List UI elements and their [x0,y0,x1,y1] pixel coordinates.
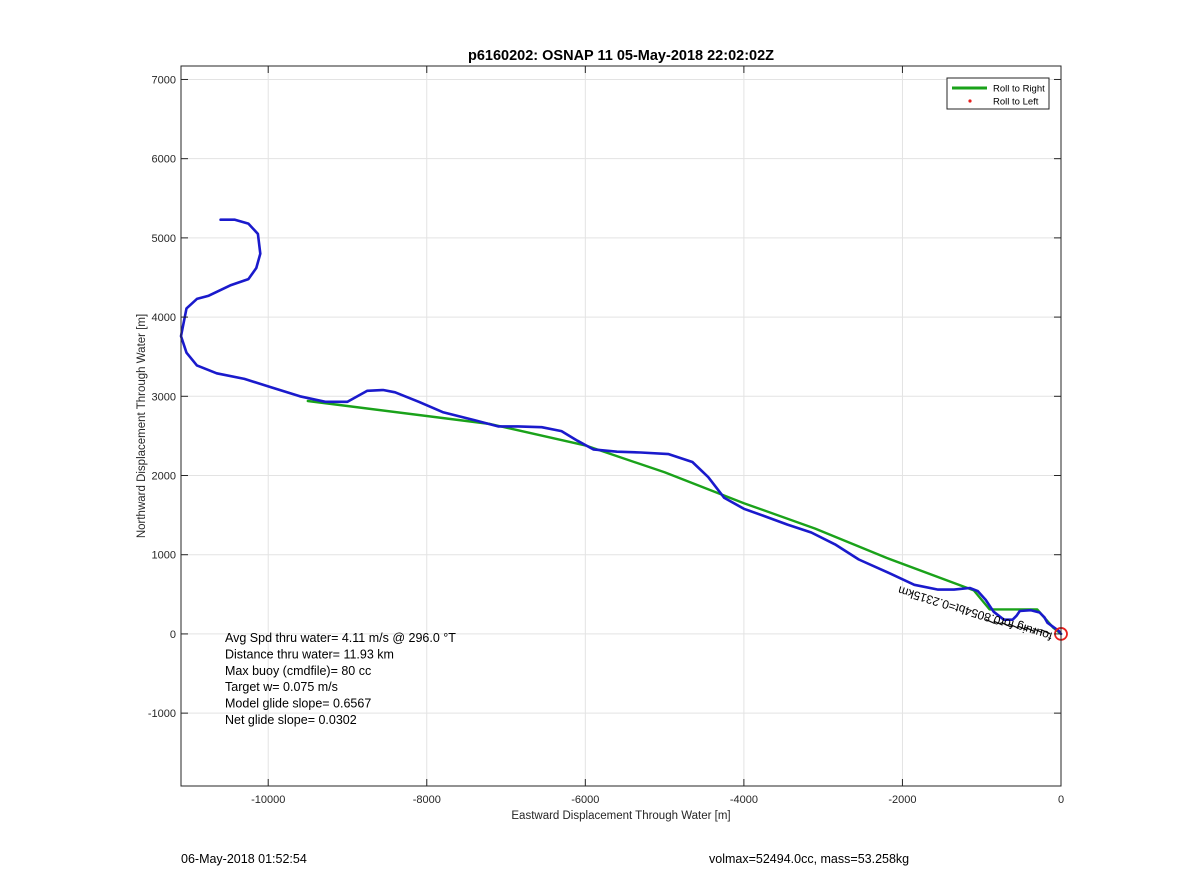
x-axis-label: Eastward Displacement Through Water [m] [511,810,730,822]
y-tick-label: 6000 [152,154,176,166]
legend-dot-icon [968,99,972,103]
legend-label: Roll to Right [993,84,1045,95]
x-tick-label: -10000 [251,794,285,806]
stats-label: Target w= 0.075 m/s [225,680,338,694]
y-tick-label: 2000 [152,471,176,483]
dive-tick-mark [993,620,1003,626]
y-tick-label: 0 [170,629,176,641]
footer-mass-info: volmax=52494.0cc, mass=53.258kg [709,852,910,866]
dive-tick-mark [1009,623,1019,629]
grid [181,66,1062,786]
axes: -10000 -8000 -6000 -4000 -2000 0-100001000200… [136,48,1064,822]
y-axis-label: Northward Displacement Through Water [m] [136,314,148,538]
stats-label: Model glide slope= 0.6567 [225,697,371,711]
stats-label: Distance thru water= 11.93 km [225,647,394,661]
y-tick-label: 4000 [152,312,176,324]
y-tick-label: 5000 [152,233,176,245]
legend-box [946,77,1050,110]
series-track [179,218,1063,636]
stats-label: Max buoy (cmdfile)= 80 cc [225,664,371,678]
legend: Roll to Right Roll to Left [946,77,1050,110]
annotations: Avg Spd thru water= 4.11 m/s @ 296.0 °T D… [225,583,1054,727]
y-tick-label: 1000 [152,550,176,562]
dive-tick-mark [1025,626,1035,632]
y-tick-label: -1000 [148,708,176,720]
dive-tick-mark [1017,625,1027,631]
y-tick-label: 7000 [152,74,176,86]
x-tick-label: -4000 [730,794,758,806]
stats-label: Avg Spd thru water= 4.11 m/s @ 296.0 °T [225,631,456,645]
stats-label: Net glide slope= 0.0302 [225,713,357,727]
x-tick-label: -6000 [571,794,599,806]
x-tick-label: 0 [1058,794,1064,806]
dive-tick-mark [1040,629,1051,635]
x-tick-label: -8000 [413,794,441,806]
footer-timestamp: 06-May-2018 01:52:54 [181,852,307,866]
x-tick-label: -2000 [888,794,916,806]
dive-tick-mark [1032,627,1043,634]
plot-lines [179,218,1068,641]
axes-box [180,65,1062,787]
dive-tick-mark [985,618,995,625]
legend-label: Roll to Left [993,97,1039,108]
chart-title: p6160202: OSNAP 11 05-May-2018 22:02:02Z [468,48,774,64]
dive-tick-mark [1001,622,1011,628]
y-tick-label: 3000 [152,391,176,403]
